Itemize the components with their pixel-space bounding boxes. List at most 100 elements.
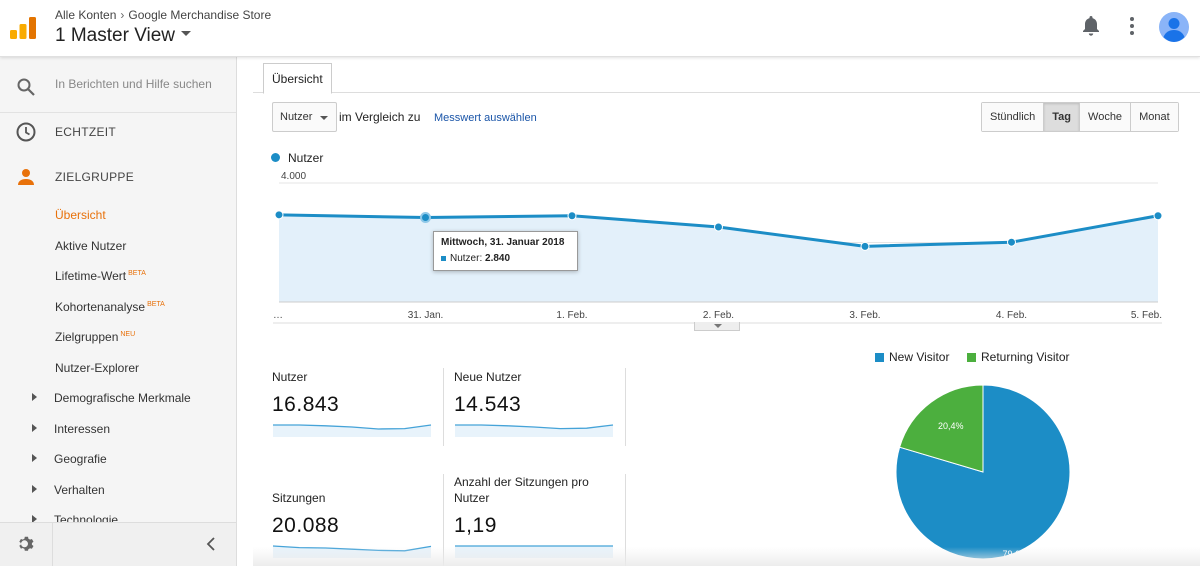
scorecard-divider [625,368,626,446]
pie-slice-returning-visitor[interactable] [898,384,984,473]
nav-audience-label: ZIELGRUPPE [55,170,135,184]
granularity-hourly[interactable]: Stündlich [982,103,1045,131]
sidebar-item-cohort-analysis[interactable]: Kohortenanalyse BETA [55,300,165,314]
scorecard-sparkline [273,424,432,437]
legend-series-name: Nutzer [288,151,324,165]
x-tick-label: … [273,310,283,321]
granularity-month[interactable]: Monat [1131,103,1178,131]
y-tick-label: 4.000 [281,171,306,182]
pie-legend-returning-visitor[interactable]: Returning Visitor [967,350,1070,364]
sparkline-line [455,424,614,430]
breadcrumb[interactable]: Alle Konten › Google Merchandise Store [55,8,271,22]
more-vert-icon[interactable] [1126,14,1138,38]
granularity-toggle: Stündlich Tag Woche Monat [981,102,1179,132]
breadcrumb-root[interactable]: Alle Konten [55,8,117,22]
sidebar-group-geo[interactable]: Geografie [0,449,236,471]
users-line-chart[interactable]: 4.0002.000…31. Jan.1. Feb.2. Feb.3. Feb.… [253,169,1173,324]
pie-legend-new-visitor[interactable]: New Visitor [875,350,949,364]
select-metric-link[interactable]: Messwert auswählen [434,112,537,124]
sparkline-line [273,424,432,430]
bell-icon[interactable] [1080,14,1102,38]
footer-divider [52,523,53,566]
scorecard-divider [443,474,444,566]
tab-bar: Übersicht [253,57,1200,94]
view-selector[interactable]: 1 Master View [55,25,192,47]
scorecard-users[interactable]: Nutzer 16.843 [272,369,434,442]
data-point[interactable] [1153,211,1163,221]
caret-down-icon [320,116,328,120]
breadcrumb-property[interactable]: Google Merchandise Store [128,8,272,22]
scorecard-label: Anzahl der Sitzungen pro Nutzer [454,475,589,505]
x-tick-label: 3. Feb. [849,310,880,321]
data-point[interactable] [420,212,431,224]
scorecard-label: Nutzer [272,370,308,384]
scorecard-value: 14.543 [454,393,522,416]
bottom-fade [253,547,1200,566]
sparkline-area [273,425,431,437]
granularity-week[interactable]: Woche [1080,103,1132,131]
scorecard-value: 1,19 [454,514,497,537]
granularity-day[interactable]: Tag [1044,103,1081,131]
legend-dot [271,153,280,162]
data-point[interactable] [274,210,284,220]
data-point[interactable] [860,241,870,251]
user-avatar-icon [1159,12,1189,42]
chart-resize-handle[interactable] [694,322,740,331]
expand-arrow-icon [32,515,37,523]
sidebar-item-lifetime-value[interactable]: Lifetime-Wert BETA [55,269,146,283]
analytics-logo-icon[interactable] [10,17,36,39]
chart-legend[interactable]: Nutzer [271,151,323,165]
chart-tooltip: Mittwoch, 31. Januar 2018 Nutzer: 2.840 [433,231,578,271]
sidebar-item-active-users[interactable]: Aktive Nutzer [55,239,127,253]
sidebar-group-behavior[interactable]: Verhalten [0,480,236,502]
sidebar-item-user-explorer[interactable]: Nutzer-Explorer [55,361,140,375]
scorecard-divider [443,368,444,446]
chevron-right-icon: › [120,8,125,22]
tooltip-series-swatch [441,255,446,261]
nav-audience[interactable]: ZIELGRUPPE [0,158,236,198]
data-point[interactable] [714,222,723,232]
app-header: Alle Konten › Google Merchandise Store 1 M… [0,0,1200,57]
data-point[interactable] [1007,237,1016,247]
search-icon [17,78,35,96]
nav-realtime-label: ECHTZEIT [55,125,117,139]
avatar[interactable] [1159,12,1189,42]
x-tick-label: 2. Feb. [703,310,734,321]
sparkline-area [455,425,613,437]
x-tick-label: 5. Feb. [1131,310,1162,321]
expand-arrow-icon [32,454,37,462]
gear-icon[interactable] [16,534,36,554]
metric-select[interactable]: Nutzer [272,102,337,132]
tooltip-label: Nutzer: [450,253,483,264]
tooltip-value: 2.840 [485,253,511,264]
visitor-type-pie-chart[interactable]: 79,6%20,4% [893,382,1073,562]
chevron-left-icon[interactable] [205,537,217,551]
sidebar-item-audiences[interactable]: Zielgruppen NEU [55,330,136,344]
scorecard-label: Sitzungen [272,491,326,505]
scorecard-new-users[interactable]: Neue Nutzer 14.543 [454,369,616,442]
sidebar-footer [0,522,236,566]
caret-down-icon [714,324,722,328]
search-input[interactable] [55,77,215,91]
sidebar: ECHTZEIT ZIELGRUPPE Übersicht Aktive Nut… [0,57,237,566]
expand-arrow-icon [32,485,37,493]
sidebar-item-overview[interactable]: Übersicht [55,208,106,222]
person-icon [18,169,34,185]
view-title: 1 Master View [55,25,176,46]
data-point[interactable] [567,211,577,221]
tab-overview[interactable]: Übersicht [263,63,332,94]
scorecard-value: 16.843 [272,393,340,416]
expand-arrow-icon [32,393,37,401]
beta-badge: BETA [147,301,165,308]
sidebar-group-demographics[interactable]: Demografische Merkmale [0,388,236,410]
nav-realtime[interactable]: ECHTZEIT [0,113,236,153]
x-tick-label: 4. Feb. [996,310,1027,321]
scorecard-label: Neue Nutzer [454,370,522,384]
tooltip-date: Mittwoch, 31. Januar 2018 [441,237,565,248]
sidebar-group-interests[interactable]: Interessen [0,419,236,441]
pie-slice-label: 20,4% [938,421,964,431]
scorecard-value: 20.088 [272,514,340,537]
x-tick-label: 1. Feb. [556,310,587,321]
scorecard-divider [625,474,626,566]
beta-badge: BETA [128,270,146,277]
